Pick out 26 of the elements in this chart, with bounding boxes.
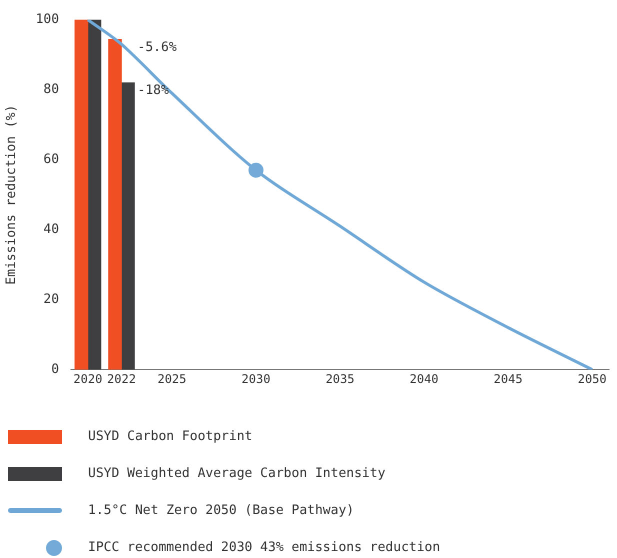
y-tick-label: 40 <box>43 222 60 238</box>
x-tick-label: 2050 <box>578 372 607 386</box>
x-tick-label: 2025 <box>157 372 186 386</box>
y-tick-label: 60 <box>43 152 60 168</box>
x-tick-label: 2022 <box>107 372 136 386</box>
bar <box>121 82 135 370</box>
bar <box>88 20 102 370</box>
legend-label: USYD Weighted Average Carbon Intensity <box>88 466 386 481</box>
y-tick-label: 100 <box>36 12 60 28</box>
y-tick-label: 0 <box>51 362 60 377</box>
x-tick-label: 2020 <box>73 372 102 386</box>
bar <box>74 20 88 370</box>
y-axis-title: Emissions reduction (%) <box>4 104 20 285</box>
x-tick-label: 2040 <box>410 372 439 386</box>
legend-label: USYD Carbon Footprint <box>88 429 252 444</box>
legend-label: IPCC recommended 2030 43% emissions reduction <box>88 540 440 555</box>
x-tick-label: 2045 <box>494 372 523 386</box>
bar <box>108 39 122 370</box>
legend-label: 1.5°C Net Zero 2050 (Base Pathway) <box>88 503 354 518</box>
annotation: -18% <box>138 83 169 98</box>
x-tick-label: 2030 <box>242 372 270 386</box>
line-series <box>86 20 594 370</box>
annotation: -5.6% <box>138 40 177 55</box>
y-tick-label: 20 <box>43 292 60 308</box>
x-tick-label: 2035 <box>326 372 354 386</box>
y-tick-label: 80 <box>43 82 60 98</box>
